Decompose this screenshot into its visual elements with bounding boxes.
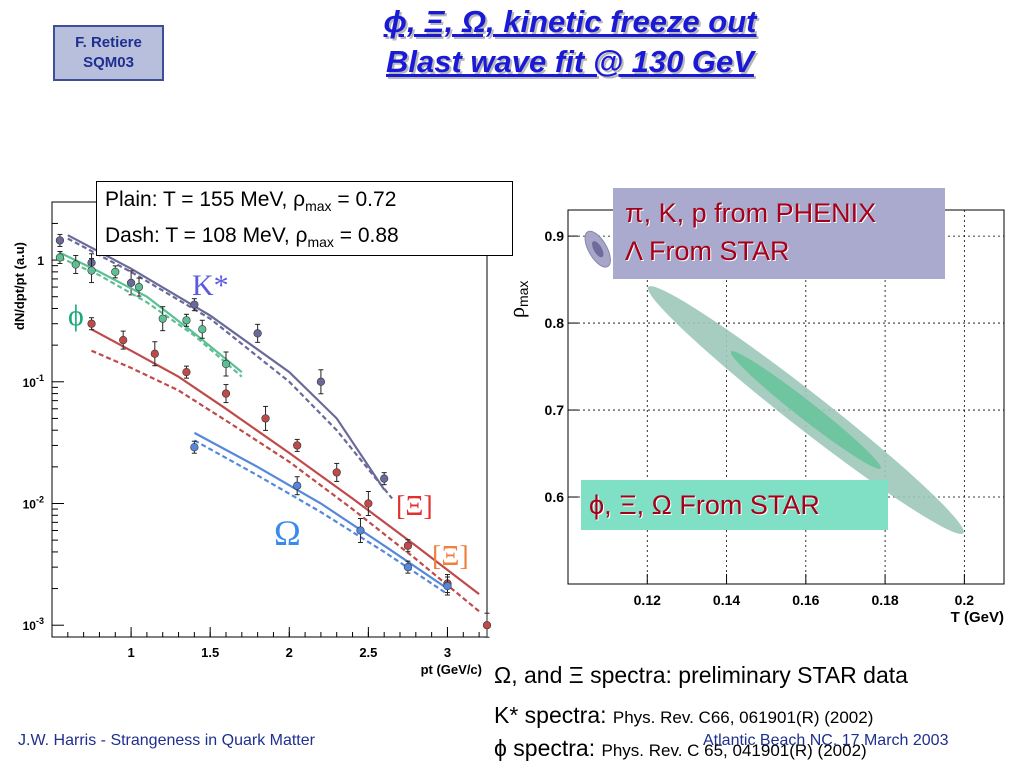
x-tick-label: 1.5 xyxy=(201,645,219,660)
kstar-fit-plain xyxy=(67,234,386,491)
x-tick-label: 0.18 xyxy=(871,592,898,608)
y-tick-label: 1 xyxy=(37,254,44,268)
kstar-point xyxy=(380,474,389,483)
xi-point xyxy=(364,499,373,508)
phenix-source-box: π, K, p from PHENIX Λ From STAR xyxy=(613,188,945,279)
phi-point xyxy=(134,282,144,292)
y-tick-label: 0.9 xyxy=(545,228,565,244)
legend-plain: Plain: T = 155 MeV, ρmax = 0.72 xyxy=(105,188,397,215)
xi-point xyxy=(221,389,231,398)
x-tick-label: 0.14 xyxy=(713,592,740,608)
footer-author: J.W. Harris - Strangeness in Quark Matte… xyxy=(18,732,315,749)
footnote-1: Ω, and Ξ spectra: preliminary STAR data xyxy=(494,662,908,688)
xi-point xyxy=(482,621,492,630)
antixi-label: [Ξ] xyxy=(432,541,469,572)
omega-label: Ω xyxy=(274,513,301,553)
y-axis-label: ρmax xyxy=(504,281,531,318)
footnote-3: ϕ spectra: Phys. Rev. C 65, 041901(R) (2… xyxy=(494,735,867,761)
footer-location: Atlantic Beach NC, 17 March 2003 xyxy=(703,732,949,749)
badge-author: F. Retiere xyxy=(75,34,142,51)
phenix-contour-inner xyxy=(592,241,604,258)
y-axis-label: dN/dpt/pt (a.u) xyxy=(12,242,27,330)
phi-point xyxy=(158,314,167,323)
x-tick-label: 3 xyxy=(444,645,451,660)
omega-fit-plain xyxy=(193,431,449,590)
phi-point xyxy=(111,267,120,276)
star-contour-inner xyxy=(730,351,881,469)
author-badge: F. Retiere SQM03 xyxy=(53,25,164,81)
omega-point xyxy=(190,443,199,452)
kstar-point xyxy=(126,278,136,287)
legend-dash: Dash: T = 108 MeV, ρmax = 0.88 xyxy=(105,224,399,251)
phi-point xyxy=(71,260,80,269)
kstar-point xyxy=(316,377,326,386)
xi-point xyxy=(261,414,270,423)
x-axis-label: T (GeV) xyxy=(951,609,1004,626)
xi-point xyxy=(87,319,96,328)
xi-point xyxy=(119,336,128,345)
fit-legend: Plain: T = 155 MeV, ρmax = 0.72 Dash: T … xyxy=(96,181,513,256)
phi-point xyxy=(198,325,207,334)
y-tick-label: 0.8 xyxy=(545,315,565,331)
y-tick-label: 0.6 xyxy=(545,489,565,505)
x-tick-label: 0.2 xyxy=(955,592,975,608)
xi-fit-plain xyxy=(90,328,480,595)
kstar-point xyxy=(190,300,199,309)
phi-point xyxy=(221,359,231,369)
kstar-label: K* xyxy=(192,269,229,302)
x-tick-label: 2.5 xyxy=(359,645,377,660)
phi-fit-plain xyxy=(59,251,243,373)
x-tick-label: 0.16 xyxy=(792,592,819,608)
xi-point xyxy=(293,441,302,450)
xi-point xyxy=(403,541,413,550)
badge-conference: SQM03 xyxy=(83,54,134,71)
x-tick-label: 2 xyxy=(286,645,293,660)
omega-fit-dash xyxy=(193,439,449,596)
y-tick-label: 10-2 xyxy=(23,494,44,511)
phi-label: ϕ xyxy=(68,299,84,332)
kstar-fit-dash xyxy=(67,237,393,500)
x-tick-label: 0.12 xyxy=(634,592,661,608)
xi-point xyxy=(182,368,191,377)
phi-fit-dash xyxy=(59,256,243,378)
y-tick-label: 0.7 xyxy=(545,402,565,418)
phenix-line: π, K, p from PHENIX xyxy=(625,198,877,228)
omega-point xyxy=(403,563,413,572)
slide-title: ϕ, Ξ, Ω, kinetic freeze out Blast wave f… xyxy=(300,2,840,82)
omega-point xyxy=(356,526,365,535)
title-line2: Blast wave fit @ 130 GeV xyxy=(386,44,754,79)
x-axis-label: pt (GeV/c) xyxy=(421,662,482,677)
y-tick-label: 10-1 xyxy=(23,373,44,390)
y-tick-label: 10-3 xyxy=(23,616,44,633)
kstar-point xyxy=(253,329,262,338)
xi-point xyxy=(332,468,341,477)
spectra-chart: 1 1.5 2 2.5 3 1 10-1 10-2 10-3 pt (GeV/c) dN/dpt/p… xyxy=(12,201,492,677)
star-source-box: ϕ, Ξ, Ω From STAR xyxy=(581,480,888,530)
x-tick-label: 1 xyxy=(127,645,134,660)
kstar-point xyxy=(55,236,65,245)
xi-fit-dash xyxy=(91,349,480,613)
footnote-2: K* spectra: Phys. Rev. C66, 061901(R) (2… xyxy=(494,702,874,728)
phi-point xyxy=(182,316,191,325)
xi-point xyxy=(150,349,159,358)
xi-label: [Ξ] xyxy=(396,491,433,522)
phi-point xyxy=(87,266,96,275)
phi-point xyxy=(55,253,65,262)
title-line1: ϕ, Ξ, Ω, kinetic freeze out xyxy=(383,4,757,39)
omega-point xyxy=(443,581,452,591)
lambda-line: Λ From STAR xyxy=(625,236,790,266)
omega-point xyxy=(293,481,302,490)
